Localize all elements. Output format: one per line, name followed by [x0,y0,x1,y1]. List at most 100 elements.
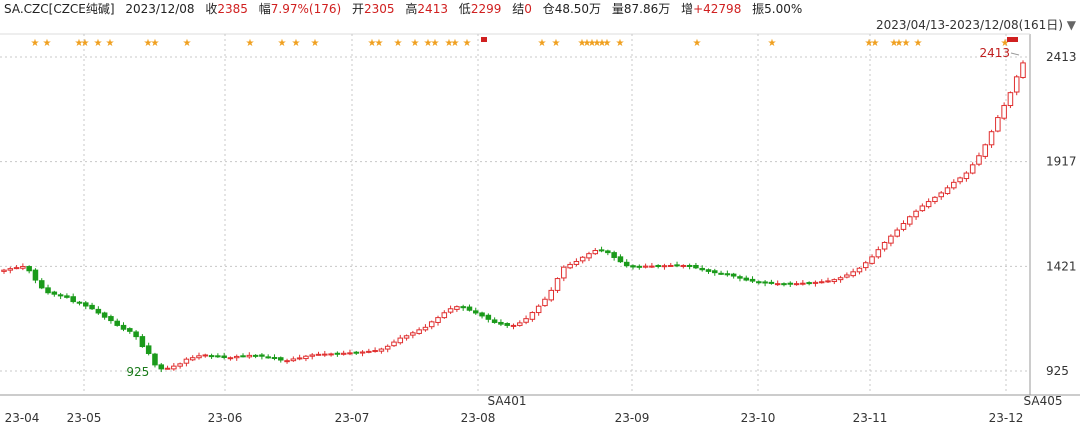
event-star-icon: ★ [75,38,84,49]
candle-body [384,345,391,350]
candle-body [183,358,190,364]
date-range-selector[interactable]: 2023/04/13-2023/12/08(161日) ▼ [876,16,1076,34]
event-star-icon: ★ [311,38,320,49]
oi-field: 仓48.50万 [543,2,601,16]
candle-body [70,296,76,303]
low-label: 低 [458,2,471,16]
x-tick-label: 23-06 [208,411,243,425]
candle-body [422,326,429,331]
close-label: 收 [205,2,218,16]
event-star-icon: ★ [445,38,454,49]
candle-body [133,331,139,338]
candle-body [592,250,599,255]
change-field: 幅7.97%(176) [259,2,341,16]
close-value: 2385 [217,2,248,16]
candle-body [548,289,555,301]
candle-body [957,177,963,183]
candle-body [221,355,227,358]
event-star-icon: ★ [588,38,597,49]
event-star-icon: ★ [538,38,547,49]
candle-body [108,316,114,322]
contract-marker-label: SA401 [488,394,527,408]
candle-body [925,201,932,208]
candle-body [995,117,1001,132]
candle-body [800,282,806,285]
candle-body [831,279,838,283]
event-star-icon: ★ [278,38,287,49]
max-annotation-leader [1010,52,1020,56]
candle-body [303,355,309,360]
candle-body [825,280,831,283]
event-star-icon: ★ [598,38,607,49]
candle-body [284,360,290,363]
candle-body [913,210,919,218]
candle-body [359,351,366,354]
candle-body [309,354,315,357]
candle-body [32,269,39,281]
candle-body [623,261,630,267]
volume-label: 量 [611,2,624,16]
event-star-icon: ★ [144,38,153,49]
candle-body [403,335,410,339]
candle-body [869,256,875,264]
date-range-label[interactable]: 2023/04/13-2023/12/08(161日) [876,18,1063,32]
y-tick-label: 1421 [1046,259,1077,273]
triangle-down-icon[interactable]: ▼ [1066,18,1076,32]
event-star-icon: ★ [693,38,702,49]
x-tick-label: 23-11 [853,411,888,425]
candle-body [611,252,617,258]
candle-body [510,324,517,327]
event-star-icon: ★ [865,38,874,49]
candle-body [907,216,913,225]
candle-body [661,265,668,268]
candle-body [806,282,812,285]
amplitude-value: 5.00% [764,2,803,16]
event-star-icon: ★ [431,38,440,49]
candle-body [152,353,158,366]
change-label: 幅 [258,2,271,16]
event-star-icon: ★ [106,38,115,49]
candle-body [1020,62,1026,78]
event-star-icon: ★ [43,38,52,49]
candle-body [101,312,108,318]
candle-body [561,266,567,279]
candle-body [938,192,944,198]
candle-body [1,269,7,272]
candle-body [655,264,661,267]
event-star-icon: ★ [616,38,625,49]
candle-body [454,306,460,310]
candle-body [491,319,498,323]
candle-body [1007,92,1014,107]
event-star-icon: ★ [552,38,561,49]
x-tick-label: 23-09 [615,411,650,425]
candle-body [812,281,819,284]
candle-body [680,264,687,267]
candle-body [498,321,504,325]
symbol-label: SA.CZC[CZCE纯碱] [4,2,115,16]
amplitude-field: 振5.00% [752,2,802,16]
x-tick-label: 23-04 [5,411,40,425]
settle-label: 结 [512,2,525,16]
candle-body [435,317,441,323]
candle-body [472,310,479,314]
event-star-icon: ★ [246,38,255,49]
candle-body [7,268,14,271]
candle-body [705,269,712,272]
candle-body [617,256,624,263]
candle-body [353,351,360,354]
oi-label: 仓 [542,2,555,16]
candle-body [862,262,869,269]
increase-value: +42798 [693,2,742,16]
candle-body [523,318,529,323]
candle-body [114,320,120,326]
event-star-icon: ★ [871,38,880,49]
candle-body [894,229,900,237]
candle-body [567,263,573,269]
candle-body [636,265,643,268]
candle-body [542,298,548,307]
candle-body [944,187,951,195]
candle-body [699,267,705,271]
event-star-icon: ★ [292,38,301,49]
